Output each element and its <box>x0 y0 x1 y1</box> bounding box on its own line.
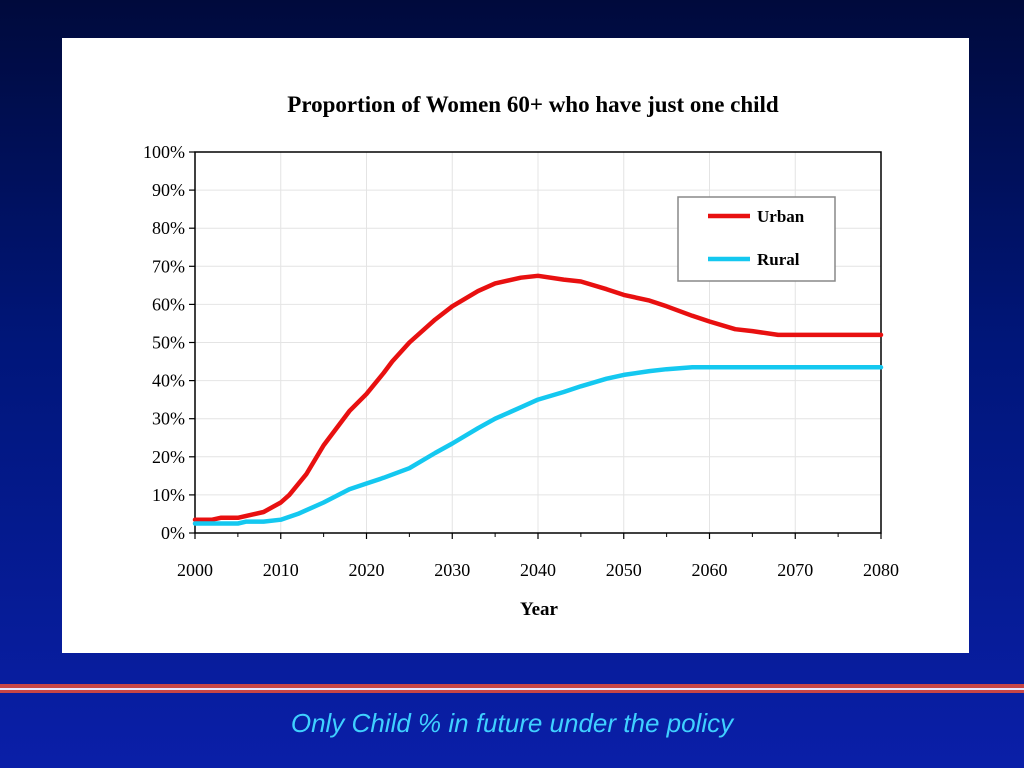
y-tick-label: 70% <box>152 256 185 276</box>
line-chart: Proportion of Women 60+ who have just on… <box>143 92 899 620</box>
y-tick-label: 100% <box>143 142 185 162</box>
x-axis-label: Year <box>520 599 559 620</box>
y-tick-label: 10% <box>152 485 185 505</box>
series-lines <box>192 273 884 526</box>
divider-stripe-mid <box>0 688 1024 690</box>
series-line-rural <box>192 365 884 526</box>
x-tick-label: 2070 <box>777 560 813 580</box>
divider-stripe-top <box>0 684 1024 688</box>
chart-panel: Proportion of Women 60+ who have just on… <box>62 38 969 653</box>
gridlines <box>195 152 881 533</box>
legend-box <box>677 196 836 282</box>
chart-title: Proportion of Women 60+ who have just on… <box>287 92 779 117</box>
x-tick-label: 2000 <box>177 560 213 580</box>
x-tick-label: 2040 <box>520 560 556 580</box>
y-tick-label: 30% <box>152 409 185 429</box>
x-axis-ticks: 2000 2010 2020 2030 2040 2050 2060 2070 2080 <box>177 533 899 580</box>
y-tick-label: 40% <box>152 371 185 391</box>
y-tick-label: 60% <box>152 294 185 314</box>
x-tick-label: 2010 <box>263 560 299 580</box>
y-axis-ticks: 0% 10% 20% 30% 40% 50% 60% 70% 80% 90% 100% <box>143 142 195 543</box>
x-tick-label: 2050 <box>606 560 642 580</box>
divider-stripe-bottom <box>0 690 1024 693</box>
x-tick-label: 2020 <box>349 560 385 580</box>
x-tick-label: 2060 <box>692 560 728 580</box>
y-tick-label: 50% <box>152 333 185 353</box>
slide-caption: Only Child % in future under the policy <box>290 708 734 738</box>
legend-label-urban: Urban <box>757 207 805 226</box>
legend-label-rural: Rural <box>757 250 800 269</box>
y-tick-label: 20% <box>152 447 185 467</box>
y-tick-label: 80% <box>152 218 185 238</box>
legend: Urban Rural <box>677 196 836 282</box>
x-tick-label: 2030 <box>434 560 470 580</box>
y-tick-label: 90% <box>152 180 185 200</box>
y-tick-label: 0% <box>161 523 185 543</box>
series-line-urban <box>192 273 884 522</box>
x-tick-label: 2080 <box>863 560 899 580</box>
